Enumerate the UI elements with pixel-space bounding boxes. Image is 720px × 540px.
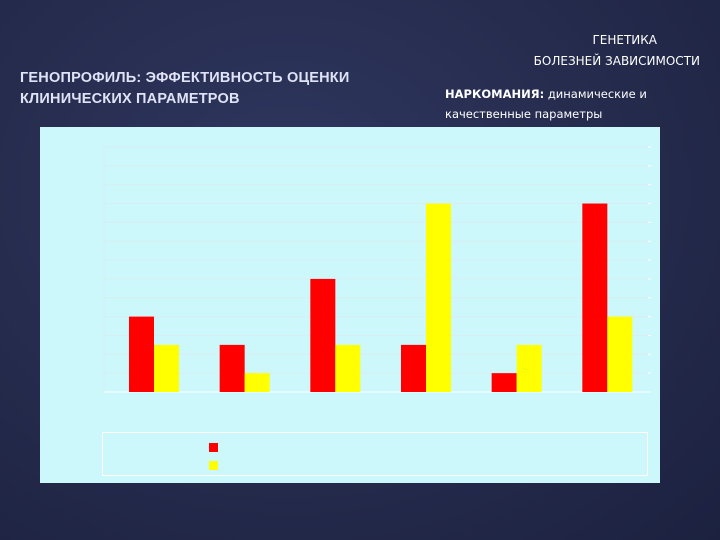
subtitle-bold: НАРКОМАНИЯ: bbox=[445, 87, 545, 101]
bar-series-1 bbox=[310, 278, 336, 392]
chart-legend bbox=[102, 432, 648, 476]
legend-entry-series-1 bbox=[209, 441, 226, 453]
bar-series-1 bbox=[491, 373, 517, 392]
bar-series-1 bbox=[129, 316, 154, 392]
bar-series-2 bbox=[426, 203, 451, 392]
bar-series-2 bbox=[244, 373, 270, 392]
right-title-line-2: БОЛЕЗНЕЙ ЗАВИСИМОСТИ bbox=[533, 54, 700, 68]
bar-series-2 bbox=[607, 316, 633, 392]
bar-series-1 bbox=[401, 344, 426, 392]
slide-left-title: ГЕНОПРОФИЛЬ: ЭФФЕКТИВНОСТЬ ОЦЕНКИ КЛИНИЧ… bbox=[20, 70, 350, 107]
bar-series-1 bbox=[582, 203, 608, 392]
bar-series-2 bbox=[516, 344, 542, 392]
bar-chart bbox=[103, 146, 651, 393]
legend-entry-series-2 bbox=[209, 459, 226, 471]
legend-swatch-series-1 bbox=[209, 442, 218, 452]
legend-swatch-series-2 bbox=[209, 460, 218, 470]
right-title-line-1: ГЕНЕТИКА bbox=[592, 33, 657, 47]
bar-series-1 bbox=[219, 344, 245, 392]
bar-series-2 bbox=[154, 344, 179, 392]
bar-series-2 bbox=[335, 344, 361, 392]
chart-panel bbox=[40, 127, 660, 483]
slide-subtitle: НАРКОМАНИЯ: динамические и качественные … bbox=[445, 84, 700, 124]
subtitle-rest: динамические и качественные параметры bbox=[445, 87, 647, 121]
slide-right-title: ГЕНЕТИКА БОЛЕЗНЕЙ ЗАВИСИМОСТИ bbox=[460, 30, 700, 72]
